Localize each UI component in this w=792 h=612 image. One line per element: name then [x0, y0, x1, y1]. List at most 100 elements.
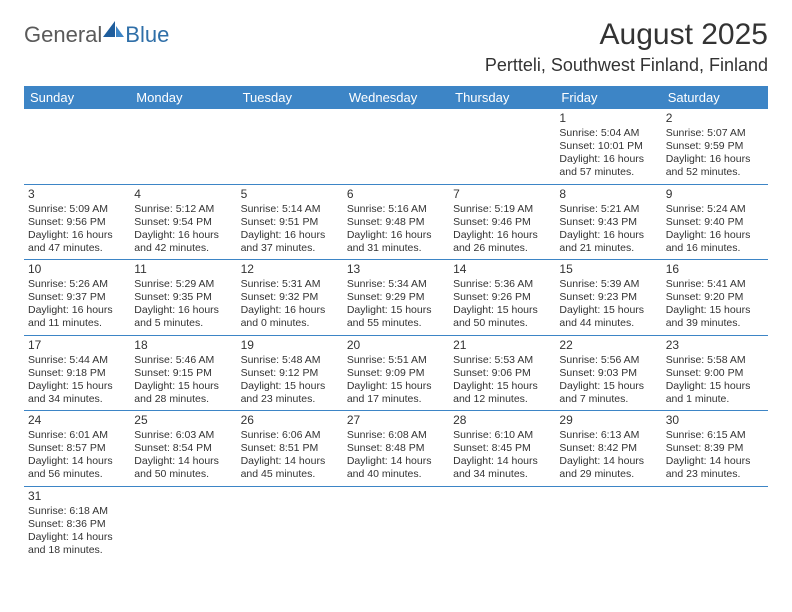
daylight-text: Daylight: 14 hours: [134, 455, 232, 468]
sunrise-text: Sunrise: 5:12 AM: [134, 203, 232, 216]
day-number: 23: [666, 338, 764, 353]
sunrise-text: Sunrise: 5:04 AM: [559, 127, 657, 140]
day-number: 7: [453, 187, 551, 202]
logo-sail-icon: [101, 19, 125, 39]
day-header: Thursday: [449, 86, 555, 109]
calendar-cell: 15Sunrise: 5:39 AMSunset: 9:23 PMDayligh…: [555, 260, 661, 336]
day-number: 16: [666, 262, 764, 277]
day-number: 4: [134, 187, 232, 202]
calendar-cell: 7Sunrise: 5:19 AMSunset: 9:46 PMDaylight…: [449, 184, 555, 260]
day-number: 28: [453, 413, 551, 428]
day-number: 20: [347, 338, 445, 353]
daylight-text: and 7 minutes.: [559, 393, 657, 406]
day-number: 5: [241, 187, 339, 202]
day-number: 25: [134, 413, 232, 428]
daylight-text: Daylight: 14 hours: [559, 455, 657, 468]
day-number: 24: [28, 413, 126, 428]
daylight-text: Daylight: 16 hours: [134, 304, 232, 317]
daylight-text: Daylight: 14 hours: [28, 531, 126, 544]
day-number: 2: [666, 111, 764, 126]
day-header: Tuesday: [237, 86, 343, 109]
calendar-cell: [237, 486, 343, 561]
sunrise-text: Sunrise: 5:48 AM: [241, 354, 339, 367]
day-number: 19: [241, 338, 339, 353]
sunrise-text: Sunrise: 6:08 AM: [347, 429, 445, 442]
calendar-cell: 4Sunrise: 5:12 AMSunset: 9:54 PMDaylight…: [130, 184, 236, 260]
daylight-text: Daylight: 14 hours: [28, 455, 126, 468]
sunrise-text: Sunrise: 5:46 AM: [134, 354, 232, 367]
calendar-cell: 18Sunrise: 5:46 AMSunset: 9:15 PMDayligh…: [130, 335, 236, 411]
sunrise-text: Sunrise: 5:39 AM: [559, 278, 657, 291]
sunset-text: Sunset: 9:48 PM: [347, 216, 445, 229]
daylight-text: Daylight: 16 hours: [241, 304, 339, 317]
calendar-cell: 6Sunrise: 5:16 AMSunset: 9:48 PMDaylight…: [343, 184, 449, 260]
calendar-cell: [24, 109, 130, 184]
daylight-text: and 28 minutes.: [134, 393, 232, 406]
daylight-text: Daylight: 14 hours: [347, 455, 445, 468]
day-number: 6: [347, 187, 445, 202]
calendar-cell: 1Sunrise: 5:04 AMSunset: 10:01 PMDayligh…: [555, 109, 661, 184]
daylight-text: and 34 minutes.: [453, 468, 551, 481]
sunrise-text: Sunrise: 6:10 AM: [453, 429, 551, 442]
day-number: 18: [134, 338, 232, 353]
calendar-cell: [130, 109, 236, 184]
day-number: 9: [666, 187, 764, 202]
sunset-text: Sunset: 9:40 PM: [666, 216, 764, 229]
calendar-cell: 25Sunrise: 6:03 AMSunset: 8:54 PMDayligh…: [130, 411, 236, 487]
calendar-cell: [449, 486, 555, 561]
sunset-text: Sunset: 9:20 PM: [666, 291, 764, 304]
sunrise-text: Sunrise: 5:19 AM: [453, 203, 551, 216]
sunrise-text: Sunrise: 5:44 AM: [28, 354, 126, 367]
sunset-text: Sunset: 9:35 PM: [134, 291, 232, 304]
calendar-header-row: SundayMondayTuesdayWednesdayThursdayFrid…: [24, 86, 768, 109]
daylight-text: and 56 minutes.: [28, 468, 126, 481]
daylight-text: Daylight: 16 hours: [453, 229, 551, 242]
daylight-text: and 52 minutes.: [666, 166, 764, 179]
sunrise-text: Sunrise: 5:56 AM: [559, 354, 657, 367]
daylight-text: and 29 minutes.: [559, 468, 657, 481]
sunrise-text: Sunrise: 5:34 AM: [347, 278, 445, 291]
header: General Blue August 2025 Pertteli, South…: [24, 18, 768, 76]
sunrise-text: Sunrise: 5:36 AM: [453, 278, 551, 291]
daylight-text: Daylight: 16 hours: [28, 229, 126, 242]
daylight-text: and 11 minutes.: [28, 317, 126, 330]
sunrise-text: Sunrise: 6:06 AM: [241, 429, 339, 442]
day-number: 10: [28, 262, 126, 277]
calendar-cell: 12Sunrise: 5:31 AMSunset: 9:32 PMDayligh…: [237, 260, 343, 336]
daylight-text: Daylight: 15 hours: [666, 380, 764, 393]
calendar-cell: 27Sunrise: 6:08 AMSunset: 8:48 PMDayligh…: [343, 411, 449, 487]
sunset-text: Sunset: 9:18 PM: [28, 367, 126, 380]
daylight-text: Daylight: 16 hours: [134, 229, 232, 242]
daylight-text: Daylight: 15 hours: [453, 304, 551, 317]
daylight-text: Daylight: 16 hours: [559, 153, 657, 166]
day-number: 21: [453, 338, 551, 353]
calendar-cell: 17Sunrise: 5:44 AMSunset: 9:18 PMDayligh…: [24, 335, 130, 411]
location-label: Pertteli, Southwest Finland, Finland: [485, 55, 768, 76]
daylight-text: and 50 minutes.: [134, 468, 232, 481]
daylight-text: and 1 minute.: [666, 393, 764, 406]
logo-text-general: General: [24, 22, 102, 48]
daylight-text: and 26 minutes.: [453, 242, 551, 255]
calendar-cell: 24Sunrise: 6:01 AMSunset: 8:57 PMDayligh…: [24, 411, 130, 487]
calendar-cell: [130, 486, 236, 561]
calendar-cell: [237, 109, 343, 184]
calendar-cell: [449, 109, 555, 184]
sunrise-text: Sunrise: 5:26 AM: [28, 278, 126, 291]
calendar-cell: 3Sunrise: 5:09 AMSunset: 9:56 PMDaylight…: [24, 184, 130, 260]
daylight-text: and 50 minutes.: [453, 317, 551, 330]
calendar-cell: 14Sunrise: 5:36 AMSunset: 9:26 PMDayligh…: [449, 260, 555, 336]
daylight-text: and 18 minutes.: [28, 544, 126, 557]
daylight-text: Daylight: 15 hours: [559, 304, 657, 317]
day-header: Monday: [130, 86, 236, 109]
calendar-cell: 30Sunrise: 6:15 AMSunset: 8:39 PMDayligh…: [662, 411, 768, 487]
daylight-text: Daylight: 15 hours: [241, 380, 339, 393]
day-number: 14: [453, 262, 551, 277]
sunrise-text: Sunrise: 6:13 AM: [559, 429, 657, 442]
daylight-text: and 17 minutes.: [347, 393, 445, 406]
sunset-text: Sunset: 9:26 PM: [453, 291, 551, 304]
daylight-text: Daylight: 16 hours: [666, 229, 764, 242]
daylight-text: Daylight: 15 hours: [28, 380, 126, 393]
day-number: 31: [28, 489, 126, 504]
calendar-cell: 21Sunrise: 5:53 AMSunset: 9:06 PMDayligh…: [449, 335, 555, 411]
day-number: 3: [28, 187, 126, 202]
